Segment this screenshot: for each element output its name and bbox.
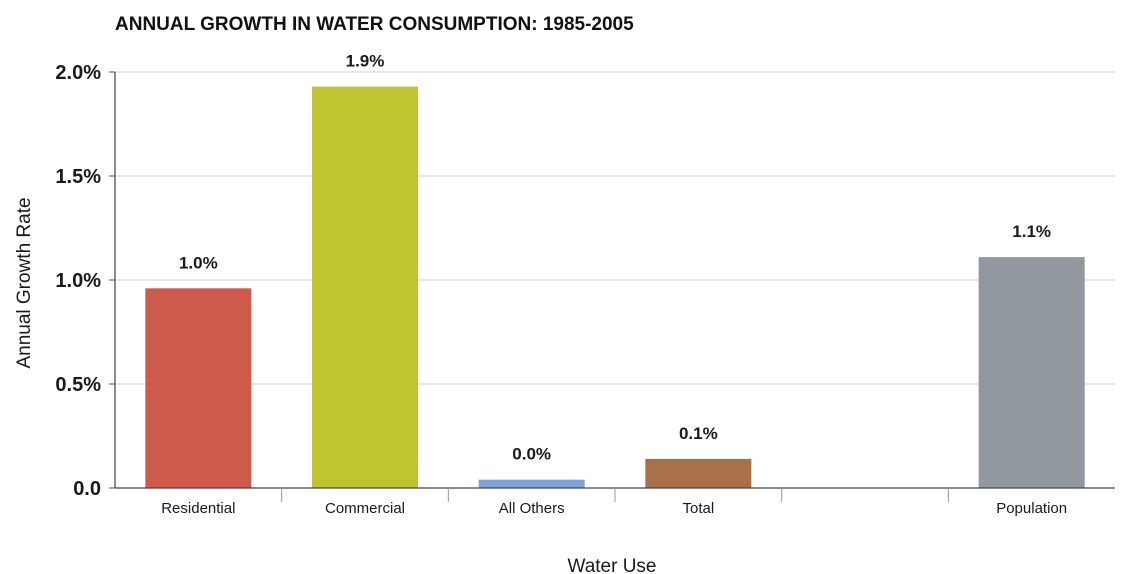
y-tick-label: 2.0% xyxy=(55,62,101,84)
x-tick-label: All Others xyxy=(499,500,565,517)
y-tick-label: 0.5% xyxy=(55,374,101,396)
bar-population xyxy=(978,257,1085,488)
data-label: 1.0% xyxy=(179,253,218,272)
data-label: 1.1% xyxy=(1012,222,1051,241)
data-label: 0.1% xyxy=(679,424,718,443)
x-axis-label: Water Use xyxy=(567,556,656,574)
x-tick-label: Population xyxy=(996,500,1067,517)
chart-title: ANNUAL GROWTH IN WATER CONSUMPTION: 1985… xyxy=(115,14,634,35)
y-tick-label: 0.0 xyxy=(73,478,101,500)
bar-residential xyxy=(145,288,252,488)
y-tick-label: 1.5% xyxy=(55,166,101,188)
x-tick-label: Total xyxy=(682,500,714,517)
gridlines xyxy=(115,71,1115,385)
bar-commercial xyxy=(312,86,418,488)
axes: 0.0 0.5% 1.0% 1.5% 2.0% Residential Commercial… xyxy=(55,62,1115,517)
y-axis-label: Annual Growth Rate xyxy=(14,197,35,368)
bar-total xyxy=(645,458,752,488)
data-label: 0.0% xyxy=(512,445,551,464)
data-label: 1.9% xyxy=(346,52,385,71)
bars: 1.0% 1.9% 0.0% 0.1% 1.1% xyxy=(145,52,1085,488)
bar-all-others xyxy=(478,479,585,488)
x-tick-label: Residential xyxy=(161,500,235,517)
x-tick-label: Commercial xyxy=(325,500,405,517)
y-tick-label: 1.0% xyxy=(55,270,101,292)
